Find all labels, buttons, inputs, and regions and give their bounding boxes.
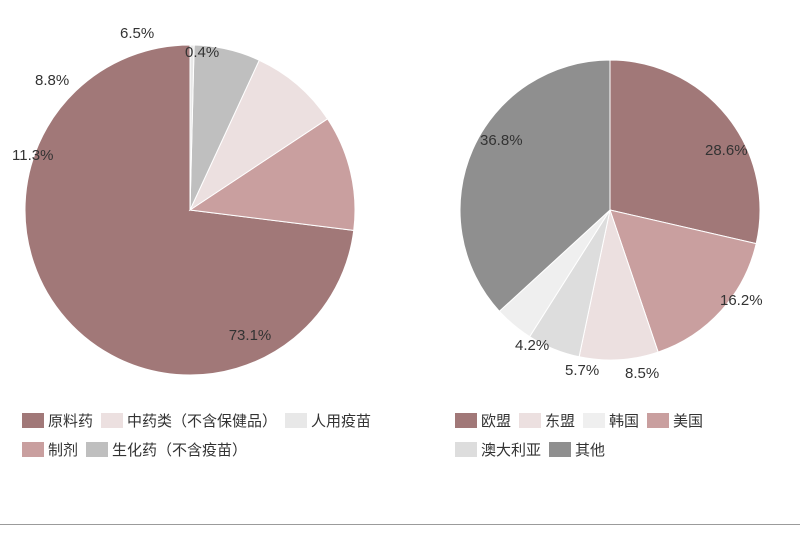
legend-item-left-4: 人用疫苗 [285,410,371,431]
legend-label: 制剂 [48,439,78,460]
legend-label: 韩国 [609,410,639,431]
legend-item-left-0: 原料药 [22,410,93,431]
pie-right-wrap: 28.6% 16.2% 8.5% 5.7% 4.2% 36.8% [0,0,800,405]
slice-label-right-0: 28.6% [705,142,748,159]
legend-item-right-0: 欧盟 [455,410,511,431]
legend-label: 澳大利亚 [481,439,541,460]
legend-item-right-1: 美国 [647,410,703,431]
slice-label-right-1: 16.2% [720,292,763,309]
legend-item-right-3: 澳大利亚 [455,439,541,460]
pie-right: 28.6% 16.2% 8.5% 5.7% 4.2% 36.8% [0,0,800,400]
legend-swatch-icon [86,442,108,457]
legend-item-right-4: 韩国 [583,410,639,431]
legend-label: 人用疫苗 [311,410,371,431]
legend-label: 欧盟 [481,410,511,431]
legend-label: 生化药（不含疫苗） [112,439,247,460]
legend-item-right-2: 东盟 [519,410,575,431]
legend-label: 原料药 [48,410,93,431]
legend-swatch-icon [22,442,44,457]
legend-item-left-1: 制剂 [22,439,78,460]
legend-swatch-icon [455,413,477,428]
chart-container: 73.1%11.3%8.8%6.5%0.4% 原料药中药类（不含保健品）人用疫苗… [0,0,800,533]
legend-right: 欧盟 东盟 韩国 美国澳大利亚 其他 [455,410,785,468]
legend-item-left-3: 生化药（不含疫苗） [86,439,247,460]
legend-label: 美国 [673,410,703,431]
legend-swatch-icon [285,413,307,428]
slice-label-right-5: 36.8% [480,132,523,149]
legend-swatch-icon [101,413,123,428]
legend-swatch-icon [647,413,669,428]
legend-swatch-icon [549,442,571,457]
legend-label: 东盟 [545,410,575,431]
legend-swatch-icon [519,413,541,428]
legend-label: 中药类（不含保健品） [127,410,277,431]
legend-left: 原料药 中药类（不含保健品） 人用疫苗制剂 生化药（不含疫苗） [22,410,402,468]
legend-label: 其他 [575,439,605,460]
bottom-rule [0,524,800,525]
slice-label-right-2: 8.5% [625,365,659,382]
legend-swatch-icon [455,442,477,457]
legend-swatch-icon [22,413,44,428]
slice-label-right-3: 5.7% [565,362,599,379]
legend-item-right-5: 其他 [549,439,605,460]
legend-swatch-icon [583,413,605,428]
slice-label-right-4: 4.2% [515,337,549,354]
legend-item-left-2: 中药类（不含保健品） [101,410,277,431]
